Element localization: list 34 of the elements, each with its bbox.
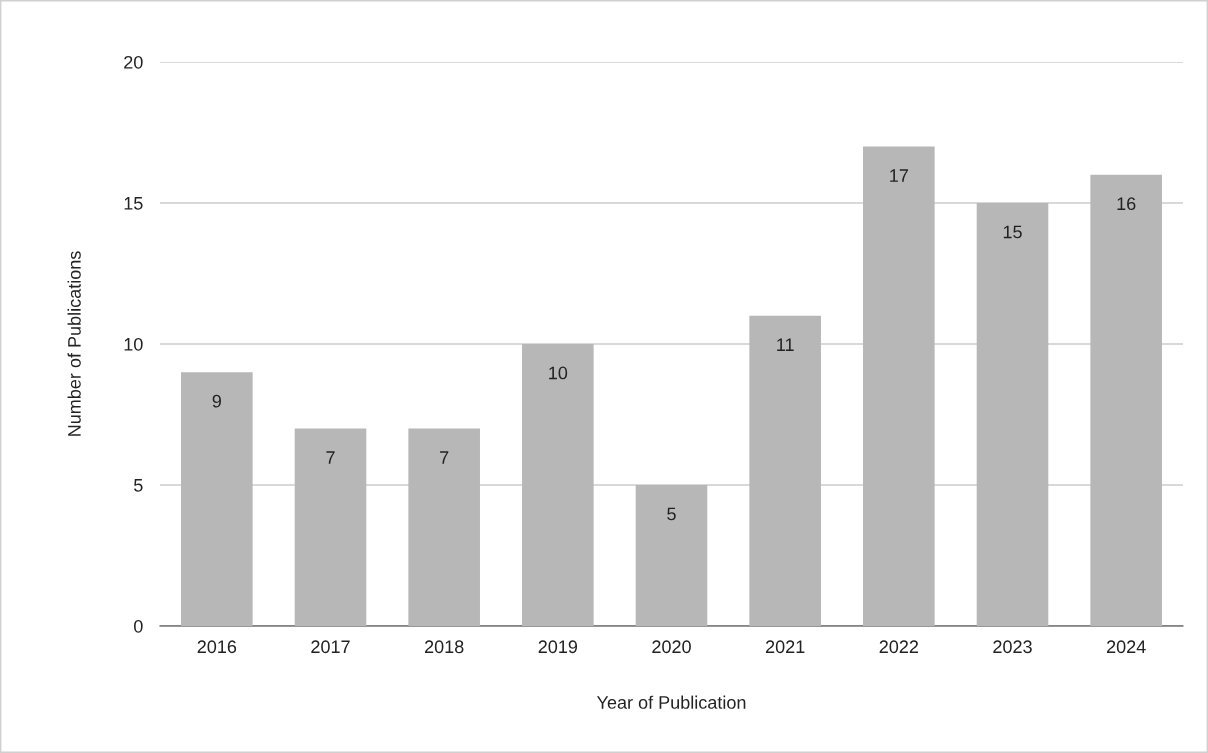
y-tick-label: 10 — [124, 337, 143, 351]
bar — [976, 203, 1049, 626]
x-tick-label: 2022 — [879, 640, 919, 654]
x-tick-label: 2019 — [538, 640, 578, 654]
data-label: 5 — [667, 507, 676, 521]
bar — [863, 146, 935, 626]
x-tick-label: 2018 — [424, 640, 464, 654]
bar — [408, 428, 480, 626]
y-tick-label: 20 — [124, 55, 143, 69]
x-tick-label: 2023 — [993, 640, 1032, 654]
x-tick-label: 2016 — [197, 640, 237, 654]
bar — [1090, 174, 1162, 626]
bar — [181, 372, 253, 626]
bar — [522, 344, 594, 626]
data-label: 16 — [1117, 197, 1136, 211]
y-axis-title: Number of Publications — [67, 251, 81, 436]
x-tick-label: 2020 — [652, 640, 691, 654]
bar — [749, 315, 821, 626]
y-tick-label: 0 — [134, 619, 143, 633]
data-label: 10 — [549, 366, 568, 380]
data-label: 7 — [326, 451, 335, 464]
x-tick-label: 2017 — [311, 640, 350, 654]
y-tick-label: 5 — [134, 479, 143, 492]
y-tick-label: 15 — [124, 197, 143, 210]
x-tick-label: 2021 — [765, 640, 805, 654]
x-tick-label: 2024 — [1106, 640, 1146, 654]
data-label: 11 — [777, 338, 794, 351]
data-label: 15 — [1003, 225, 1022, 239]
x-axis-title: Year of Publication — [596, 695, 746, 709]
data-label: 17 — [890, 169, 908, 182]
bar — [294, 428, 367, 626]
data-label: 7 — [440, 451, 449, 464]
data-label: 9 — [212, 394, 221, 408]
bar — [635, 485, 708, 626]
